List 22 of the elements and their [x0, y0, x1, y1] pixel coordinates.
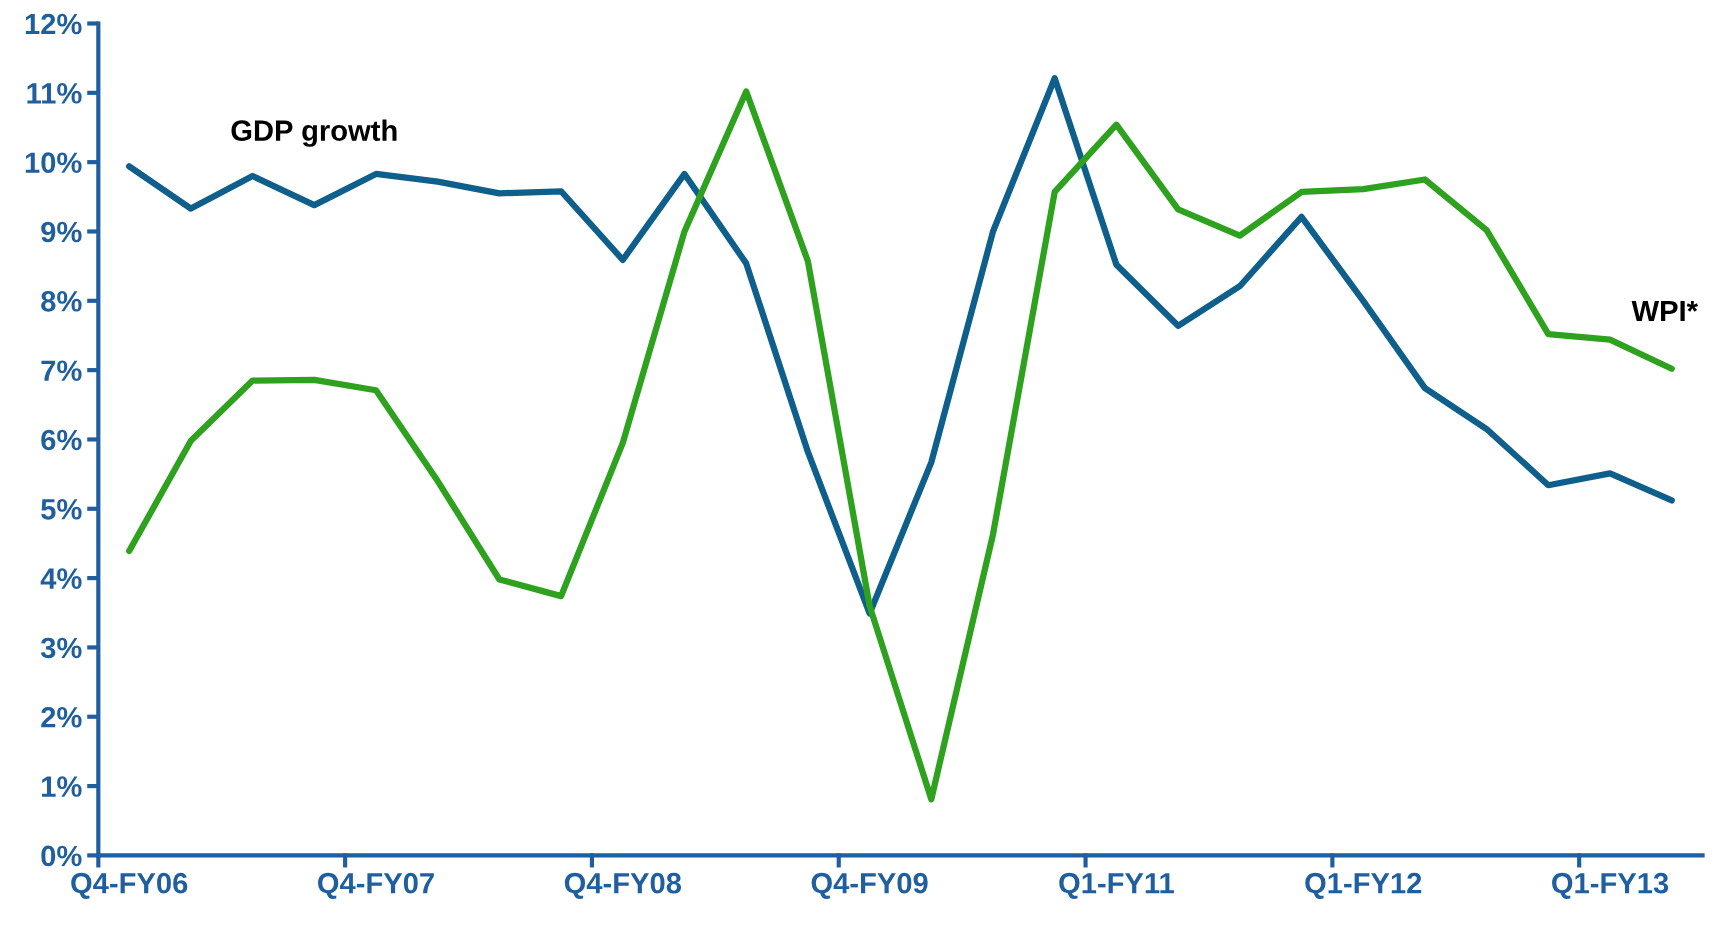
y-tick-label: 5%: [41, 499, 82, 520]
y-tick-label: 1%: [42, 776, 82, 797]
y-tick-label: 10%: [25, 152, 82, 174]
x-tick-label: Q4-FY09: [811, 872, 928, 899]
y-tick-label: 9%: [41, 221, 82, 243]
y-tick-label: 12%: [25, 13, 82, 35]
y-tick-label: 8%: [41, 291, 82, 312]
y-tick-label: 0%: [41, 845, 82, 867]
y-tick-label: 6%: [41, 429, 82, 451]
y-tick-label: 4%: [40, 568, 82, 589]
x-tick-label: Q1-FY13: [1552, 872, 1669, 899]
series-label: WPI*: [1631, 300, 1698, 322]
y-tick-label: 3%: [40, 637, 82, 659]
x-tick-label: Q1-FY11: [1059, 872, 1174, 899]
y-tick-label: 2%: [41, 706, 82, 728]
y-tick-label: 7%: [41, 360, 82, 381]
y-tick-label: 11%: [27, 83, 82, 104]
series-label: GDP growth: [231, 119, 397, 147]
x-tick-label: Q1-FY12: [1305, 872, 1422, 899]
x-tick-label: Q4-FY08: [564, 872, 682, 899]
x-tick-label: Q4-FY07: [318, 872, 434, 899]
x-tick-label: Q4-FY06: [71, 872, 188, 899]
